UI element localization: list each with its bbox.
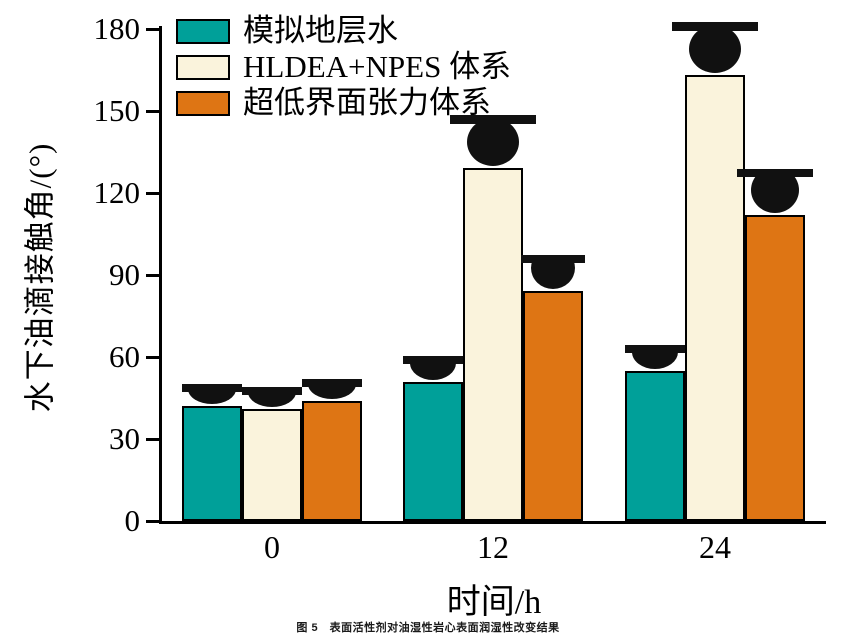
legend-item-1: 模拟地层水 [176, 14, 511, 48]
droplet-plate [521, 255, 585, 264]
oil-droplet-icon [242, 386, 302, 407]
droplet-plate [182, 384, 242, 393]
x-tick-label: 12 [477, 529, 509, 565]
legend-label: 超低界面张力体系 [243, 85, 491, 120]
y-tick-label: 120 [93, 175, 141, 210]
x-tick-label: 24 [699, 529, 731, 565]
droplet-plate [672, 22, 758, 32]
y-axis-line [159, 26, 162, 524]
y-tick [146, 110, 159, 113]
droplet-plate [302, 378, 362, 387]
y-tick [146, 274, 159, 277]
bar-超低界面张力体系-24h [745, 214, 805, 521]
y-tick-label: 0 [124, 503, 141, 538]
droplet-plate [737, 168, 813, 177]
oil-droplet-icon [521, 255, 585, 290]
y-tick [146, 28, 159, 31]
bar-HLDEA+NPES 体系-0h [242, 408, 302, 521]
bar-HLDEA+NPES 体系-12h [463, 168, 523, 521]
legend-swatch [176, 90, 230, 116]
droplet-plate [242, 386, 302, 395]
y-tick [146, 520, 159, 523]
legend: 模拟地层水 HLDEA+NPES 体系 超低界面张力体系 [176, 14, 511, 122]
oil-droplet-icon [302, 378, 362, 399]
legend-item-2: HLDEA+NPES 体系 [176, 50, 511, 84]
y-tick-label: 180 [93, 11, 141, 46]
bar-HLDEA+NPES 体系-24h [685, 75, 745, 521]
bar-模拟地层水-0h [182, 406, 242, 521]
legend-label: 模拟地层水 [243, 13, 398, 48]
legend-swatch [176, 54, 230, 80]
y-tick [146, 192, 159, 195]
y-tick [146, 438, 159, 441]
droplet-ball [689, 25, 741, 74]
oil-droplet-icon [672, 22, 758, 74]
oil-droplet-icon [450, 115, 536, 167]
bar-超低界面张力体系-0h [302, 400, 362, 521]
y-tick-label: 150 [93, 93, 141, 128]
legend-label: HLDEA+NPES 体系 [243, 49, 512, 84]
y-tick-label: 60 [109, 339, 140, 374]
x-axis-title: 时间/h [446, 584, 542, 621]
x-tick-label: 0 [264, 529, 280, 565]
bar-超低界面张力体系-12h [523, 291, 583, 521]
droplet-ball [467, 118, 519, 167]
figure-caption: 图 5 表面活性剂对油湿性岩心表面润湿性改变结果 [296, 622, 560, 634]
droplet-plate [625, 344, 685, 353]
plot-area [162, 22, 826, 521]
droplet-plate [450, 115, 536, 125]
bar-模拟地层水-24h [625, 370, 685, 521]
oil-droplet-icon [625, 344, 685, 369]
legend-item-3: 超低界面张力体系 [176, 86, 511, 120]
oil-droplet-icon [737, 168, 813, 213]
oil-droplet-icon [403, 355, 463, 380]
y-tick [146, 356, 159, 359]
oil-droplet-icon [182, 384, 242, 405]
bar-模拟地层水-12h [403, 381, 463, 521]
y-tick-label: 30 [109, 421, 140, 456]
y-tick-label: 90 [109, 257, 140, 292]
x-axis-line [159, 521, 826, 524]
droplet-plate [403, 355, 463, 364]
legend-swatch [176, 18, 230, 44]
